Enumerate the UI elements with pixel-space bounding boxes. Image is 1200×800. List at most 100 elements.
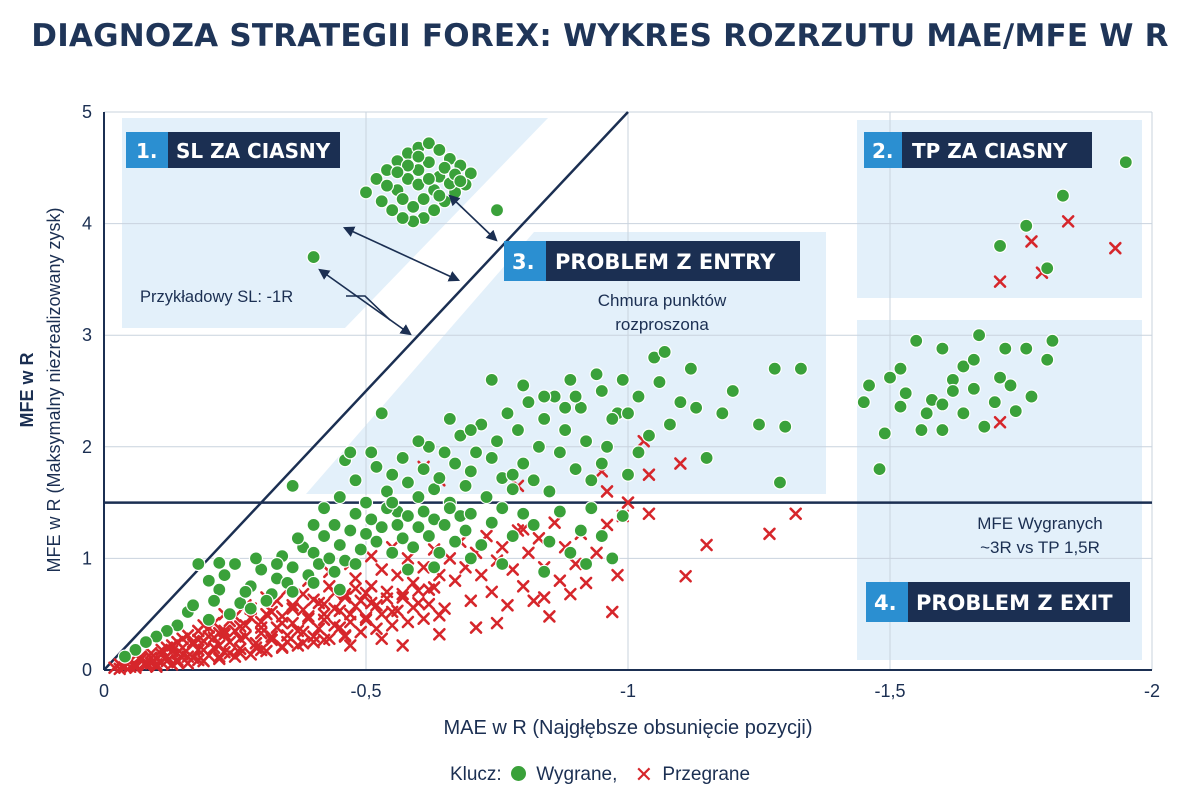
win-point xyxy=(971,328,987,343)
win-point xyxy=(945,383,960,399)
loss-point xyxy=(192,633,205,647)
x-tick-labels: 0 -0,5 -1 -1,5 -2 xyxy=(99,681,1160,701)
win-point xyxy=(510,422,526,438)
win-point xyxy=(573,523,588,538)
loss-point xyxy=(275,640,289,653)
box-4-number: 4. xyxy=(874,591,897,615)
box-1-number: 1. xyxy=(136,139,158,163)
y-tick-label: 1 xyxy=(82,548,92,568)
win-point xyxy=(374,520,389,535)
win-point xyxy=(558,422,573,438)
win-point xyxy=(406,199,421,214)
win-point xyxy=(689,400,704,415)
win-point xyxy=(537,389,552,404)
loss-point xyxy=(364,596,378,610)
win-point xyxy=(411,520,426,535)
loss-point xyxy=(165,644,179,658)
win-point xyxy=(411,434,426,449)
loss-point xyxy=(129,661,142,675)
win-point xyxy=(1040,261,1055,276)
win-point xyxy=(505,482,520,497)
win-point xyxy=(306,517,321,533)
win-point xyxy=(568,462,583,477)
loss-point xyxy=(233,646,247,660)
win-point xyxy=(432,470,447,486)
loss-point xyxy=(1061,215,1075,228)
win-point xyxy=(348,473,363,488)
win-point xyxy=(385,467,400,482)
win-point xyxy=(778,419,793,434)
win-point xyxy=(463,422,478,438)
win-point xyxy=(861,378,877,393)
win-point xyxy=(484,372,499,387)
loss-point xyxy=(674,457,687,470)
loss-point xyxy=(113,662,127,676)
loss-point xyxy=(359,611,373,624)
loss-point xyxy=(317,597,331,611)
win-point xyxy=(479,489,494,505)
win-point xyxy=(385,495,400,510)
win-point xyxy=(594,456,609,471)
win-point xyxy=(526,517,541,533)
box-2-label: TP ZA CIASNY xyxy=(912,139,1068,163)
loss-point xyxy=(605,605,619,619)
loss-point xyxy=(485,585,499,599)
win-point xyxy=(935,422,950,438)
x-tick-label: -1,5 xyxy=(874,681,905,701)
loss-point xyxy=(254,643,268,657)
win-point xyxy=(552,504,567,519)
win-point xyxy=(568,389,583,404)
legend-prefix: Klucz: xyxy=(449,764,502,785)
zone-entry-bg xyxy=(306,232,826,494)
win-point xyxy=(364,512,379,527)
loss-point xyxy=(1025,235,1038,248)
win-point xyxy=(463,506,478,521)
loss-point xyxy=(343,615,357,629)
win-point xyxy=(411,149,426,164)
win-point xyxy=(882,370,898,385)
win-point xyxy=(898,386,913,401)
loss-point xyxy=(600,485,614,498)
win-point xyxy=(212,555,227,570)
win-point xyxy=(374,194,389,209)
win-point xyxy=(432,545,447,560)
win-point xyxy=(620,406,636,421)
loss-point xyxy=(600,518,614,532)
win-point xyxy=(432,188,447,203)
entry-note-line-2: rozproszona xyxy=(615,315,709,334)
loss-point xyxy=(265,633,278,647)
win-point xyxy=(767,361,782,376)
diagonal-reference-line xyxy=(103,111,629,671)
box-problem-z-entry: 3. PROBLEM Z ENTRY xyxy=(504,241,800,281)
win-point xyxy=(631,389,646,404)
win-point xyxy=(421,171,436,187)
win-point xyxy=(437,445,452,460)
win-point xyxy=(578,556,594,572)
win-point xyxy=(484,450,499,466)
loss-point xyxy=(349,582,362,595)
loss-point xyxy=(396,587,409,601)
win-point xyxy=(516,456,531,471)
legend-win-label: Wygrane, xyxy=(536,764,618,785)
win-point xyxy=(526,473,541,488)
win-point xyxy=(1019,218,1034,233)
loss-point xyxy=(569,557,582,571)
win-point xyxy=(531,439,547,454)
win-point xyxy=(421,136,436,151)
loss-point xyxy=(317,607,331,621)
win-point xyxy=(589,367,604,382)
loss-point xyxy=(150,658,163,671)
win-point xyxy=(316,501,332,516)
loss-point xyxy=(548,516,561,529)
loss-point xyxy=(359,586,373,600)
win-point xyxy=(243,601,258,616)
gap-arrow-1 xyxy=(342,226,461,282)
win-point xyxy=(379,178,395,193)
loss-point xyxy=(281,629,294,642)
win-point xyxy=(442,411,457,426)
entry-note-line-1: Chmura punktów xyxy=(598,291,727,310)
win-point xyxy=(856,395,871,410)
y-tick-label: 4 xyxy=(82,214,92,234)
win-point xyxy=(594,528,609,544)
win-point xyxy=(332,537,347,553)
